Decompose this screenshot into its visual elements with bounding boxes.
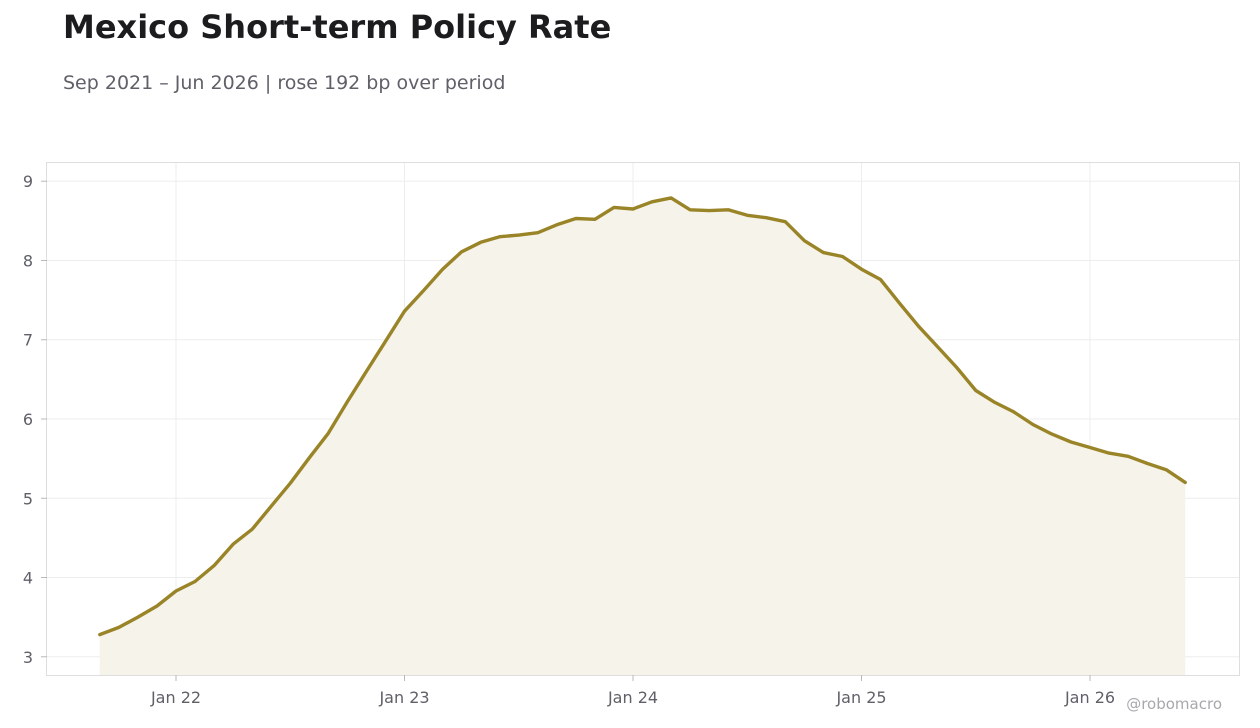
data-point <box>1183 480 1187 484</box>
data-point <box>688 208 692 212</box>
data-point <box>250 527 254 531</box>
data-point <box>936 345 940 349</box>
data-point <box>307 456 311 460</box>
data-point <box>726 208 730 212</box>
y-tick-label: 6 <box>23 410 33 429</box>
data-point <box>764 216 768 220</box>
y-tick-label: 5 <box>23 489 33 508</box>
data-point <box>612 205 616 209</box>
data-point <box>993 400 997 404</box>
x-axis: Jan 22 Jan 23 Jan 24 Jan 25 Jan 26 <box>150 675 1115 707</box>
data-point <box>707 209 711 213</box>
data-point <box>1088 446 1092 450</box>
data-point <box>1126 454 1130 458</box>
data-point <box>231 542 235 546</box>
data-point <box>821 251 825 255</box>
data-point <box>212 564 216 568</box>
data-point <box>136 615 140 619</box>
data-point <box>879 278 883 282</box>
data-point <box>898 301 902 305</box>
y-tick-label: 4 <box>23 569 33 588</box>
watermark: @robomacro <box>1126 695 1222 713</box>
data-point <box>917 324 921 328</box>
data-point <box>1069 440 1073 444</box>
data-point <box>517 233 521 237</box>
x-tick-label: Jan 22 <box>150 688 201 707</box>
data-point <box>193 580 197 584</box>
data-point <box>441 267 445 271</box>
data-point <box>479 240 483 244</box>
data-point <box>536 231 540 235</box>
data-point <box>1145 461 1149 465</box>
data-point <box>326 431 330 435</box>
x-tick-label: Jan 25 <box>835 688 886 707</box>
data-point <box>384 339 388 343</box>
data-point <box>288 481 292 485</box>
data-point <box>1012 410 1016 414</box>
y-tick-label: 7 <box>23 331 33 350</box>
data-point <box>955 366 959 370</box>
data-point <box>574 217 578 221</box>
data-point <box>460 250 464 254</box>
data-point <box>555 223 559 227</box>
data-point <box>174 589 178 593</box>
data-point <box>1050 432 1054 436</box>
y-tick-label: 3 <box>23 648 33 667</box>
chart-title: Mexico Short-term Policy Rate <box>63 8 612 46</box>
data-point <box>860 267 864 271</box>
y-tick-label: 9 <box>23 172 33 191</box>
data-point <box>1164 468 1168 472</box>
data-point <box>498 235 502 239</box>
area-fill <box>99 197 1186 675</box>
data-point <box>117 625 121 629</box>
y-axis: 3 4 5 6 7 8 9 <box>23 172 47 667</box>
data-point <box>783 220 787 224</box>
data-point <box>974 389 978 393</box>
data-point <box>155 604 159 608</box>
x-tick-label: Jan 23 <box>378 688 429 707</box>
data-point <box>650 200 654 204</box>
data-point <box>403 309 407 313</box>
y-tick-label: 8 <box>23 251 33 270</box>
data-point <box>364 369 368 373</box>
data-point <box>745 213 749 217</box>
data-point <box>1107 451 1111 455</box>
x-tick-label: Jan 26 <box>1064 688 1115 707</box>
data-point <box>345 400 349 404</box>
data-point <box>422 289 426 293</box>
x-tick-label: Jan 24 <box>607 688 658 707</box>
chart-subtitle: Sep 2021 – Jun 2026 | rose 192 bp over p… <box>63 72 506 94</box>
data-point <box>1031 423 1035 427</box>
series-line <box>98 196 1187 637</box>
data-point <box>802 239 806 243</box>
data-point <box>841 255 845 259</box>
data-point <box>593 217 597 221</box>
data-point <box>631 207 635 211</box>
data-point <box>98 633 102 637</box>
data-point <box>669 196 673 200</box>
data-point <box>269 504 273 508</box>
